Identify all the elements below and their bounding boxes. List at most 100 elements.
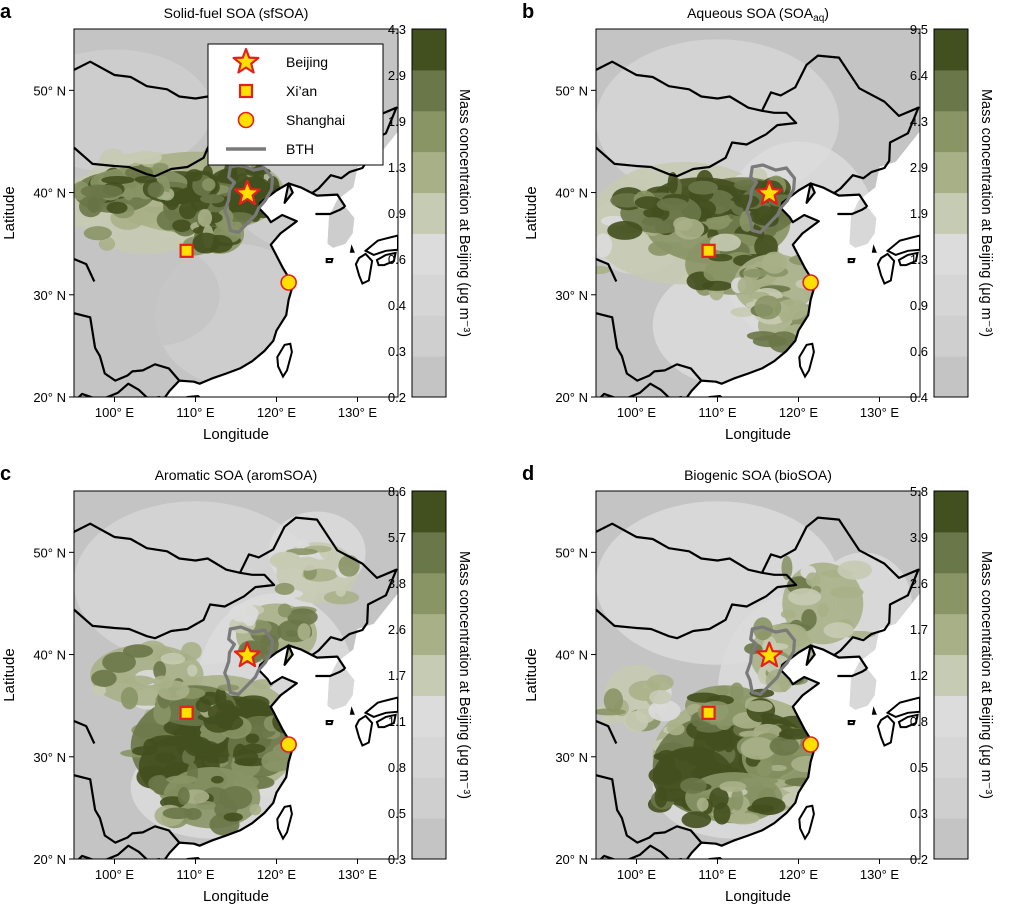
field-speckle xyxy=(666,722,685,736)
boundary-line xyxy=(74,774,181,844)
map-area xyxy=(74,491,398,859)
legend-item: BTH xyxy=(226,141,314,157)
colorbar-tick-label: 1.9 xyxy=(388,114,406,129)
field-speckle xyxy=(715,685,729,697)
map-area xyxy=(596,491,920,859)
field-speckle xyxy=(623,710,649,733)
field-speckle xyxy=(746,700,773,713)
boundary-line xyxy=(77,382,160,397)
x-tick-label: 130° E xyxy=(860,867,900,882)
boundary-line xyxy=(160,644,347,859)
marker-shanghai xyxy=(802,274,819,291)
colorbar-segment xyxy=(412,491,446,533)
field-speckle xyxy=(747,804,775,813)
colorbar-tick-label: 0.5 xyxy=(388,806,406,821)
y-tick-label: 40° N xyxy=(33,186,66,201)
field-speckle xyxy=(90,184,123,199)
island-outline xyxy=(847,720,856,726)
island-outline xyxy=(885,696,920,718)
island-outline xyxy=(871,706,877,715)
legend-label: BTH xyxy=(286,141,314,157)
y-tick-label: 50° N xyxy=(33,83,66,98)
panel-title: Biogenic SOA (bioSOA) xyxy=(684,467,832,483)
field-speckle xyxy=(261,750,292,772)
panel-svg: d Biogenic SOA (bioSOA) 100° E 110° E 120° E… xyxy=(522,463,994,905)
x-tick-label: 120° E xyxy=(257,405,297,420)
island-outline xyxy=(847,258,856,264)
x-tick-label: 100° E xyxy=(617,867,657,882)
boundary-line xyxy=(682,644,869,859)
field-speckle xyxy=(740,737,776,760)
legend-box xyxy=(207,43,384,166)
field-speckle xyxy=(83,226,112,241)
colorbar-segment xyxy=(412,818,446,860)
y-tick-label: 20° N xyxy=(33,852,66,867)
field-region xyxy=(74,49,212,173)
y-tick-label: 40° N xyxy=(555,648,588,663)
boundary-line xyxy=(837,667,868,678)
colorbar-tick-label: 3.9 xyxy=(910,530,928,545)
field-speckle xyxy=(830,586,864,599)
field-speckle xyxy=(122,644,154,658)
field-speckle xyxy=(674,218,705,240)
panel-svg: a Solid-fuel SOA (sfSOA) 100° E 110° E 120° … xyxy=(0,1,472,443)
field-speckle xyxy=(234,748,259,766)
colorbar-segment xyxy=(934,654,968,696)
colorbar-tick-label: 5.7 xyxy=(388,530,406,545)
colorbar-tick-label: 0.2 xyxy=(910,852,928,867)
field-speckle xyxy=(187,664,198,677)
boundary-line xyxy=(74,516,398,657)
boundary-line xyxy=(596,774,703,844)
field-speckle xyxy=(769,736,800,756)
colorbar-frame xyxy=(933,490,969,860)
field-speckle xyxy=(686,692,721,703)
field-speckle xyxy=(197,209,213,227)
field-speckle xyxy=(221,699,235,717)
boundary-line xyxy=(596,109,798,178)
colorbar-tick-label: 2.9 xyxy=(910,160,928,175)
x-tick-label: 100° E xyxy=(617,405,657,420)
legend-star-icon xyxy=(232,47,260,74)
panel-letter: c xyxy=(0,463,11,485)
colorbar-segment xyxy=(934,274,968,316)
boundary-line xyxy=(315,205,346,216)
field-speckle xyxy=(703,265,730,282)
field-speckle xyxy=(754,295,782,320)
colorbar-label: Mass concentration at Beijing (μg m⁻³) xyxy=(456,89,472,337)
colorbar-segment xyxy=(412,356,446,398)
colorbar-segment xyxy=(412,315,446,357)
boundary-line xyxy=(74,719,96,744)
field-speckle xyxy=(270,555,297,564)
colorbar-segment xyxy=(934,69,968,112)
legend-item: Beijing xyxy=(232,47,328,74)
panel-d: d Biogenic SOA (bioSOA) 100° E 110° E 120° E… xyxy=(522,462,1024,914)
field-speckle xyxy=(719,781,747,792)
colorbar-segment xyxy=(412,192,446,234)
field-speckle xyxy=(752,335,788,348)
field-speckle xyxy=(106,201,128,214)
field-speckle xyxy=(761,642,789,650)
legend-circle-icon xyxy=(237,111,255,129)
y-tick-label: 50° N xyxy=(555,545,588,560)
field-speckle xyxy=(162,807,193,820)
island-outline xyxy=(354,714,374,747)
boundary-line xyxy=(599,382,682,397)
y-tick-label: 40° N xyxy=(33,648,66,663)
colorbar-segment xyxy=(412,736,446,778)
field-speckle xyxy=(91,669,117,687)
map-area xyxy=(596,29,920,397)
boundary-line xyxy=(599,844,682,859)
colorbar-tick-label: 1.1 xyxy=(388,714,406,729)
field-speckle xyxy=(729,682,744,701)
field-speckle xyxy=(98,237,116,251)
colorbar-tick-label: 0.5 xyxy=(910,760,928,775)
field-speckle xyxy=(649,689,672,705)
field-speckle xyxy=(656,788,691,802)
boundary-line xyxy=(596,719,618,744)
field-speckle xyxy=(702,280,732,291)
colorbar-tick-label: 0.6 xyxy=(910,344,928,359)
legend-item: Xi’an xyxy=(238,83,317,99)
y-tick-label: 30° N xyxy=(555,750,588,765)
field-speckle xyxy=(596,233,613,258)
field-speckle xyxy=(323,590,360,605)
